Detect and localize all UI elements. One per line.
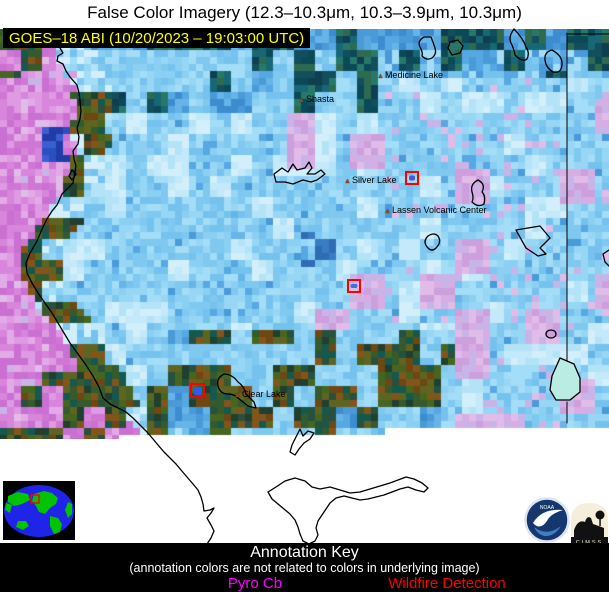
location-label-shasta: ▲ Shasta [298,94,334,105]
legend-pyrocb: Pyro Cb [227,575,283,592]
location-name: Silver Lake [351,175,397,185]
small-lake-outline [545,329,557,339]
volcano-marker-icon: ▲ [298,97,305,104]
goose-lake-outline [418,36,437,60]
lake-berryessa-outline [289,428,315,456]
wildfire-detection-marker [347,279,361,293]
clear-lake-outline [216,373,257,409]
location-label-clear-lake: ▲ Clear Lake [234,389,286,400]
noaa-logo-text: NOAA [540,505,555,511]
volcano-marker-icon: ▲ [234,392,241,399]
lake-almanor-outline [424,233,441,251]
volcano-marker-icon: ▲ [384,208,391,215]
honey-lake-outline [515,225,551,257]
lake-outline-partial [602,249,609,267]
location-label-lassen-volcanic-center: ▲ Lassen Volcanic Center [384,205,487,216]
pyramid-lake-outline [549,357,581,401]
globe-locator-icon [3,481,75,540]
cimss-logo: CIMSS [571,503,608,546]
lake-outline [447,39,464,56]
page-title: False Color Imagery (12.3–10.3μm, 10.3–3… [87,3,522,22]
location-name: Medicine Lake [384,70,443,80]
location-label-silver-lake: ▲ Silver Lake [344,175,397,186]
timestamp-banner: GOES–18 ABI (10/20/2023 – 19:03:00 UTC) [3,28,311,48]
humboldt-bay-outline [68,169,77,181]
legend-wildfire-detection: Wildfire Detection [388,575,506,592]
california-coastline [25,47,215,545]
globe-region-marker [30,494,40,504]
hotspot-pixel [193,386,202,395]
satellite-imagery-canvas [0,29,609,439]
eagle-lake-outline [470,179,486,207]
wildfire-detection-marker [190,383,205,398]
volcano-marker-icon: ▲ [344,178,351,185]
annotation-key-note: (annotation colors are not related to co… [129,561,480,575]
noaa-logo: NOAA [524,497,570,543]
location-name: Clear Lake [241,389,286,399]
wildfire-detection-marker [405,171,419,185]
location-label-medicine-lake: ▲ Medicine Lake [377,70,443,81]
annotation-key-bar: Annotation Key (annotation colors are no… [0,543,609,592]
sf-bay-outline [267,476,429,545]
annotation-key-heading: Annotation Key [250,544,359,561]
hotspot-pixel [350,284,358,288]
location-name: Shasta [305,94,334,104]
location-name: Lassen Volcanic Center [391,205,487,215]
hotspot-pixel [409,175,415,181]
lake-outline [544,49,563,73]
upper-klamath-lake-outline [509,28,529,61]
volcano-marker-icon: ▲ [377,73,384,80]
shasta-lake-outline [273,161,326,185]
